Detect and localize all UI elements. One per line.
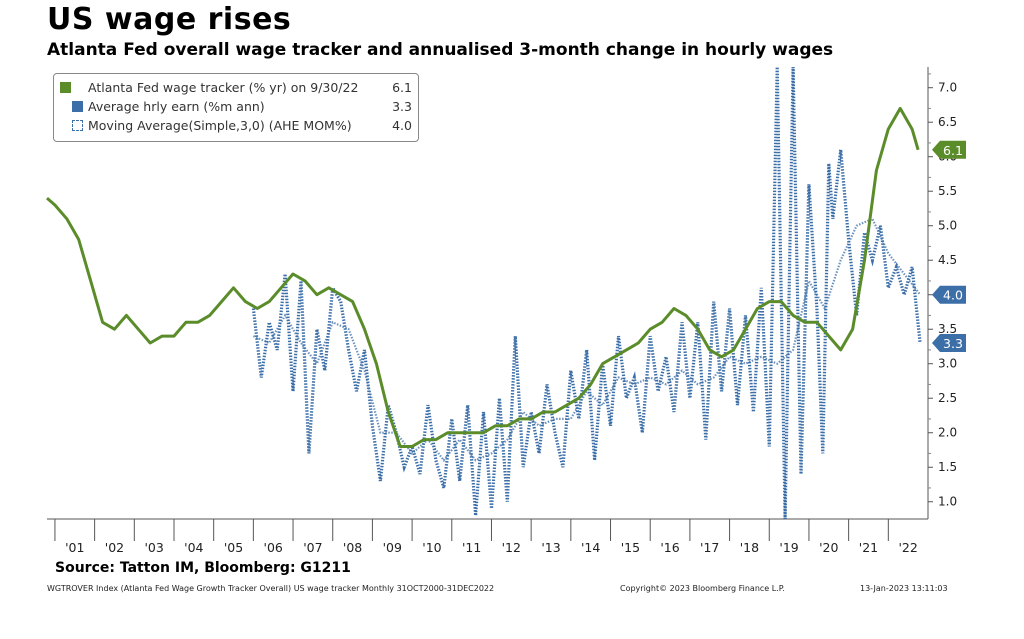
value-tag-label: 3.3 — [943, 336, 963, 351]
y-tick-label: 3.0 — [938, 357, 957, 371]
legend-swatch-blue — [72, 101, 83, 112]
x-tick-label: '15 — [621, 540, 640, 555]
wage-tracker-line — [46, 106, 920, 448]
x-tick-label: '03 — [144, 540, 163, 555]
x-tick-label: '09 — [383, 540, 402, 555]
value-tag — [932, 334, 966, 353]
x-tick-label: '07 — [303, 540, 322, 555]
footer-index-description: WGTROVER Index (Atlanta Fed Wage Growth … — [47, 584, 495, 593]
x-tick-label: '04 — [184, 540, 203, 555]
y-tick-label: 5.5 — [938, 184, 957, 198]
x-tick-label: '10 — [422, 540, 441, 555]
source-note: Source: Tatton IM, Bloomberg: G1211 — [55, 560, 351, 576]
y-tick-label: 7.0 — [938, 81, 957, 95]
legend-label: Moving Average(Simple,3,0) (AHE MOM%) — [88, 118, 352, 133]
legend-swatch-green — [60, 82, 71, 93]
chart-title: US wage rises — [47, 2, 292, 37]
x-tick-label: '16 — [660, 540, 679, 555]
legend-swatch-dashed — [72, 120, 83, 131]
x-tick-label: '14 — [581, 540, 600, 555]
x-tick-label: '11 — [462, 540, 481, 555]
avg-hourly-earnings-line — [251, 66, 922, 520]
y-tick-label: 4.5 — [938, 253, 957, 267]
x-tick-label: '05 — [224, 540, 243, 555]
y-tick-label: 1.5 — [938, 460, 957, 474]
y-tick-label: 3.5 — [938, 322, 957, 336]
y-tick-label: 2.5 — [938, 391, 957, 405]
legend-item-avg-hourly-earnings: Average hrly earn (%m ann) 3.3 — [60, 98, 412, 116]
x-tick-label: '08 — [343, 540, 362, 555]
footer-copyright: Copyright© 2023 Bloomberg Finance L.P. — [620, 584, 785, 593]
x-tick-label: '12 — [502, 540, 521, 555]
chart-legend: Atlanta Fed wage tracker (% yr) on 9/30/… — [53, 73, 419, 142]
x-tick-label: '17 — [700, 540, 719, 555]
legend-value: 3.3 — [392, 99, 412, 114]
x-tick-label: '06 — [264, 540, 283, 555]
y-tick-label: 6.5 — [938, 115, 957, 129]
x-tick-label: '22 — [898, 540, 917, 555]
x-tick-label: '20 — [819, 540, 838, 555]
x-tick-label: '19 — [779, 540, 798, 555]
moving-average-line — [252, 217, 921, 463]
legend-value: 6.1 — [392, 80, 412, 95]
y-tick-label: 5.0 — [938, 219, 957, 233]
chart-subtitle: Atlanta Fed overall wage tracker and ann… — [47, 40, 834, 60]
x-tick-label: '21 — [859, 540, 878, 555]
value-tag-label: 4.0 — [943, 288, 963, 303]
legend-item-wage-tracker: Atlanta Fed wage tracker (% yr) on 9/30/… — [60, 79, 412, 97]
legend-item-moving-average: Moving Average(Simple,3,0) (AHE MOM%) 4.… — [60, 117, 412, 135]
legend-value: 4.0 — [392, 118, 412, 133]
value-tag — [932, 140, 966, 159]
value-tag-label: 6.1 — [943, 143, 963, 158]
x-tick-label: '18 — [740, 540, 759, 555]
legend-label: Average hrly earn (%m ann) — [88, 99, 265, 114]
legend-label: Atlanta Fed wage tracker (% yr) on 9/30/… — [88, 80, 359, 95]
footer-timestamp: 13-Jan-2023 13:11:03 — [860, 584, 948, 593]
x-tick-label: '02 — [105, 540, 124, 555]
y-tick-label: 2.0 — [938, 426, 957, 440]
x-tick-label: '01 — [65, 540, 84, 555]
y-tick-label: 1.0 — [938, 495, 957, 509]
value-tag — [932, 285, 966, 304]
x-tick-label: '13 — [541, 540, 560, 555]
